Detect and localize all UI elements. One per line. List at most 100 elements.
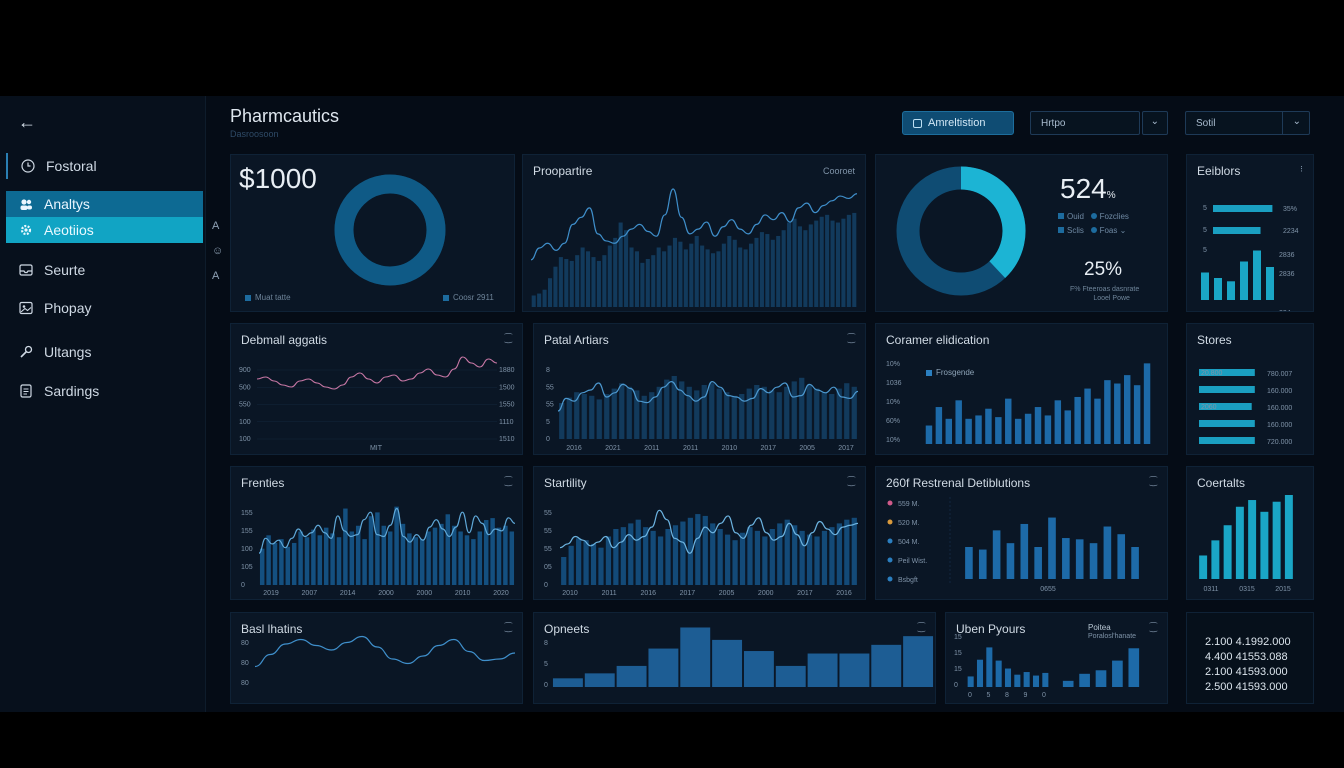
bar — [311, 529, 316, 585]
wrench-icon — [18, 344, 34, 360]
debmal-card: Debmall aggatis ⁐ 900 500 550 100 100 1880 150… — [230, 323, 523, 455]
bar — [776, 235, 781, 307]
sidebar-item-phopay[interactable]: Phopay — [6, 295, 203, 321]
bar — [1034, 407, 1042, 444]
legend-label: Muat tatte — [255, 293, 291, 302]
bar — [664, 379, 670, 439]
bar — [531, 295, 536, 307]
card-menu-icon[interactable]: ⁐ — [847, 333, 855, 343]
bar — [747, 527, 753, 585]
bar — [986, 647, 993, 687]
row-value: 720.000 — [1267, 439, 1292, 446]
card-menu-icon[interactable]: ⁐ — [917, 622, 925, 632]
bar — [496, 527, 502, 585]
bar — [732, 239, 737, 307]
x-tick-label: 2015 — [1275, 586, 1291, 593]
mini-bar — [1227, 281, 1235, 300]
series-line — [258, 507, 516, 554]
sidebar-item-aeotiios[interactable]: Aeotiios — [6, 217, 203, 243]
card-menu-icon[interactable]: ⁐ — [504, 622, 512, 632]
back-arrow-icon[interactable]: ← — [18, 112, 36, 132]
legend-label: Coosr 2911 — [453, 293, 494, 302]
bar — [732, 540, 738, 585]
filter-select[interactable]: Hrtpo — [1030, 111, 1140, 135]
bar — [925, 425, 933, 444]
bar — [671, 376, 677, 439]
bar — [451, 525, 457, 585]
sidebar-item-fostoral[interactable]: Fostoral — [6, 153, 203, 179]
bar — [759, 232, 764, 307]
bar — [1131, 547, 1139, 579]
card-menu-icon[interactable]: ⁐ — [504, 333, 512, 343]
stat-legend: Ouid Fozclies Sclis Foas ⌄ — [1058, 210, 1129, 238]
legend-label: Bsbgft — [898, 577, 918, 584]
y-tick-label: 100 — [239, 419, 251, 426]
stores-chart: 20.800 780.007 160.000 2060 160.000 160.000 72… — [1199, 369, 1292, 446]
bar — [323, 527, 329, 585]
bar — [591, 257, 596, 307]
legend-swatch — [245, 294, 251, 301]
bar — [490, 518, 495, 585]
x-tick-label: 8 — [1005, 692, 1009, 699]
rail-icon[interactable]: A — [212, 270, 220, 282]
row-label: 20.800 — [1201, 370, 1223, 377]
bar — [1004, 668, 1012, 687]
card-menu-icon[interactable]: ⁐ — [847, 476, 855, 486]
y-tick-label: 0 — [544, 582, 548, 589]
card-menu-icon[interactable]: ⁐ — [1149, 476, 1157, 486]
rail-icon[interactable]: ☺ — [212, 245, 224, 257]
rail-icon[interactable]: A — [212, 220, 220, 232]
card-title: Uben Pyours — [956, 622, 1026, 636]
y-tick-label: 8 — [544, 640, 548, 647]
chart-icon — [913, 118, 922, 128]
kpi-card: $1000 Muat tatte Coosr 2911 — [230, 154, 515, 312]
sort-select[interactable]: Sotil ⌄ — [1185, 111, 1310, 135]
primary-action-label: Amreltistion — [928, 117, 986, 129]
bar — [1014, 674, 1021, 687]
legend-swatch — [1090, 227, 1097, 233]
bar — [784, 386, 790, 439]
sidebar-item-sardings[interactable]: Sardings — [6, 378, 203, 404]
bar — [965, 547, 973, 579]
bar — [1005, 398, 1012, 444]
debmal-chart: 900 500 550 100 100 1880 1500 1550 1110 1510 MIT — [239, 356, 515, 452]
sidebar-item-ultangs[interactable]: Ultangs — [6, 339, 203, 365]
bar — [754, 530, 761, 585]
bar — [839, 653, 870, 687]
card-title: Coramer elidication — [886, 333, 990, 347]
bar — [799, 530, 805, 585]
row-bar — [1199, 386, 1255, 393]
bar — [279, 539, 284, 585]
x-tick-label: 2019 — [263, 590, 279, 597]
primary-action-button[interactable]: Amreltistion — [902, 111, 1014, 135]
x-tick-label: 5 — [987, 692, 991, 699]
opnects-chart: 8 5 0 — [544, 627, 934, 689]
bar — [629, 247, 634, 307]
bar — [667, 245, 672, 307]
x-tick-label: 2017 — [797, 590, 813, 597]
card-menu-icon[interactable]: ⁐ — [1149, 622, 1157, 632]
bar — [662, 251, 667, 307]
bar — [568, 545, 574, 585]
y-tick-label: 80 — [241, 680, 249, 687]
bar — [1117, 534, 1126, 579]
sort-select-value: Sotil — [1196, 117, 1216, 129]
sidebar-item-analtys[interactable]: Analtys — [6, 191, 203, 217]
y-tick-label: 55 — [544, 528, 552, 535]
bar — [821, 530, 828, 585]
more-icon[interactable]: ⁝ — [1300, 164, 1303, 174]
bar — [343, 508, 348, 585]
card-menu-icon[interactable]: ⁐ — [504, 476, 512, 486]
sidebar-item-seurte[interactable]: Seurte — [6, 257, 203, 283]
bar — [967, 676, 974, 687]
bar — [569, 260, 574, 307]
x-tick-label: 2011 — [644, 445, 659, 452]
bar — [619, 383, 625, 439]
bar — [317, 535, 323, 585]
filter-select-toggle[interactable]: ⌄ — [1142, 111, 1168, 135]
donut-stat-card: 524% Ouid Fozclies Sclis Foas ⌄ 25% F% F… — [875, 154, 1168, 312]
sidebar-item-label: Sardings — [44, 383, 100, 399]
bar — [272, 542, 278, 585]
proportion-chart — [530, 188, 858, 307]
